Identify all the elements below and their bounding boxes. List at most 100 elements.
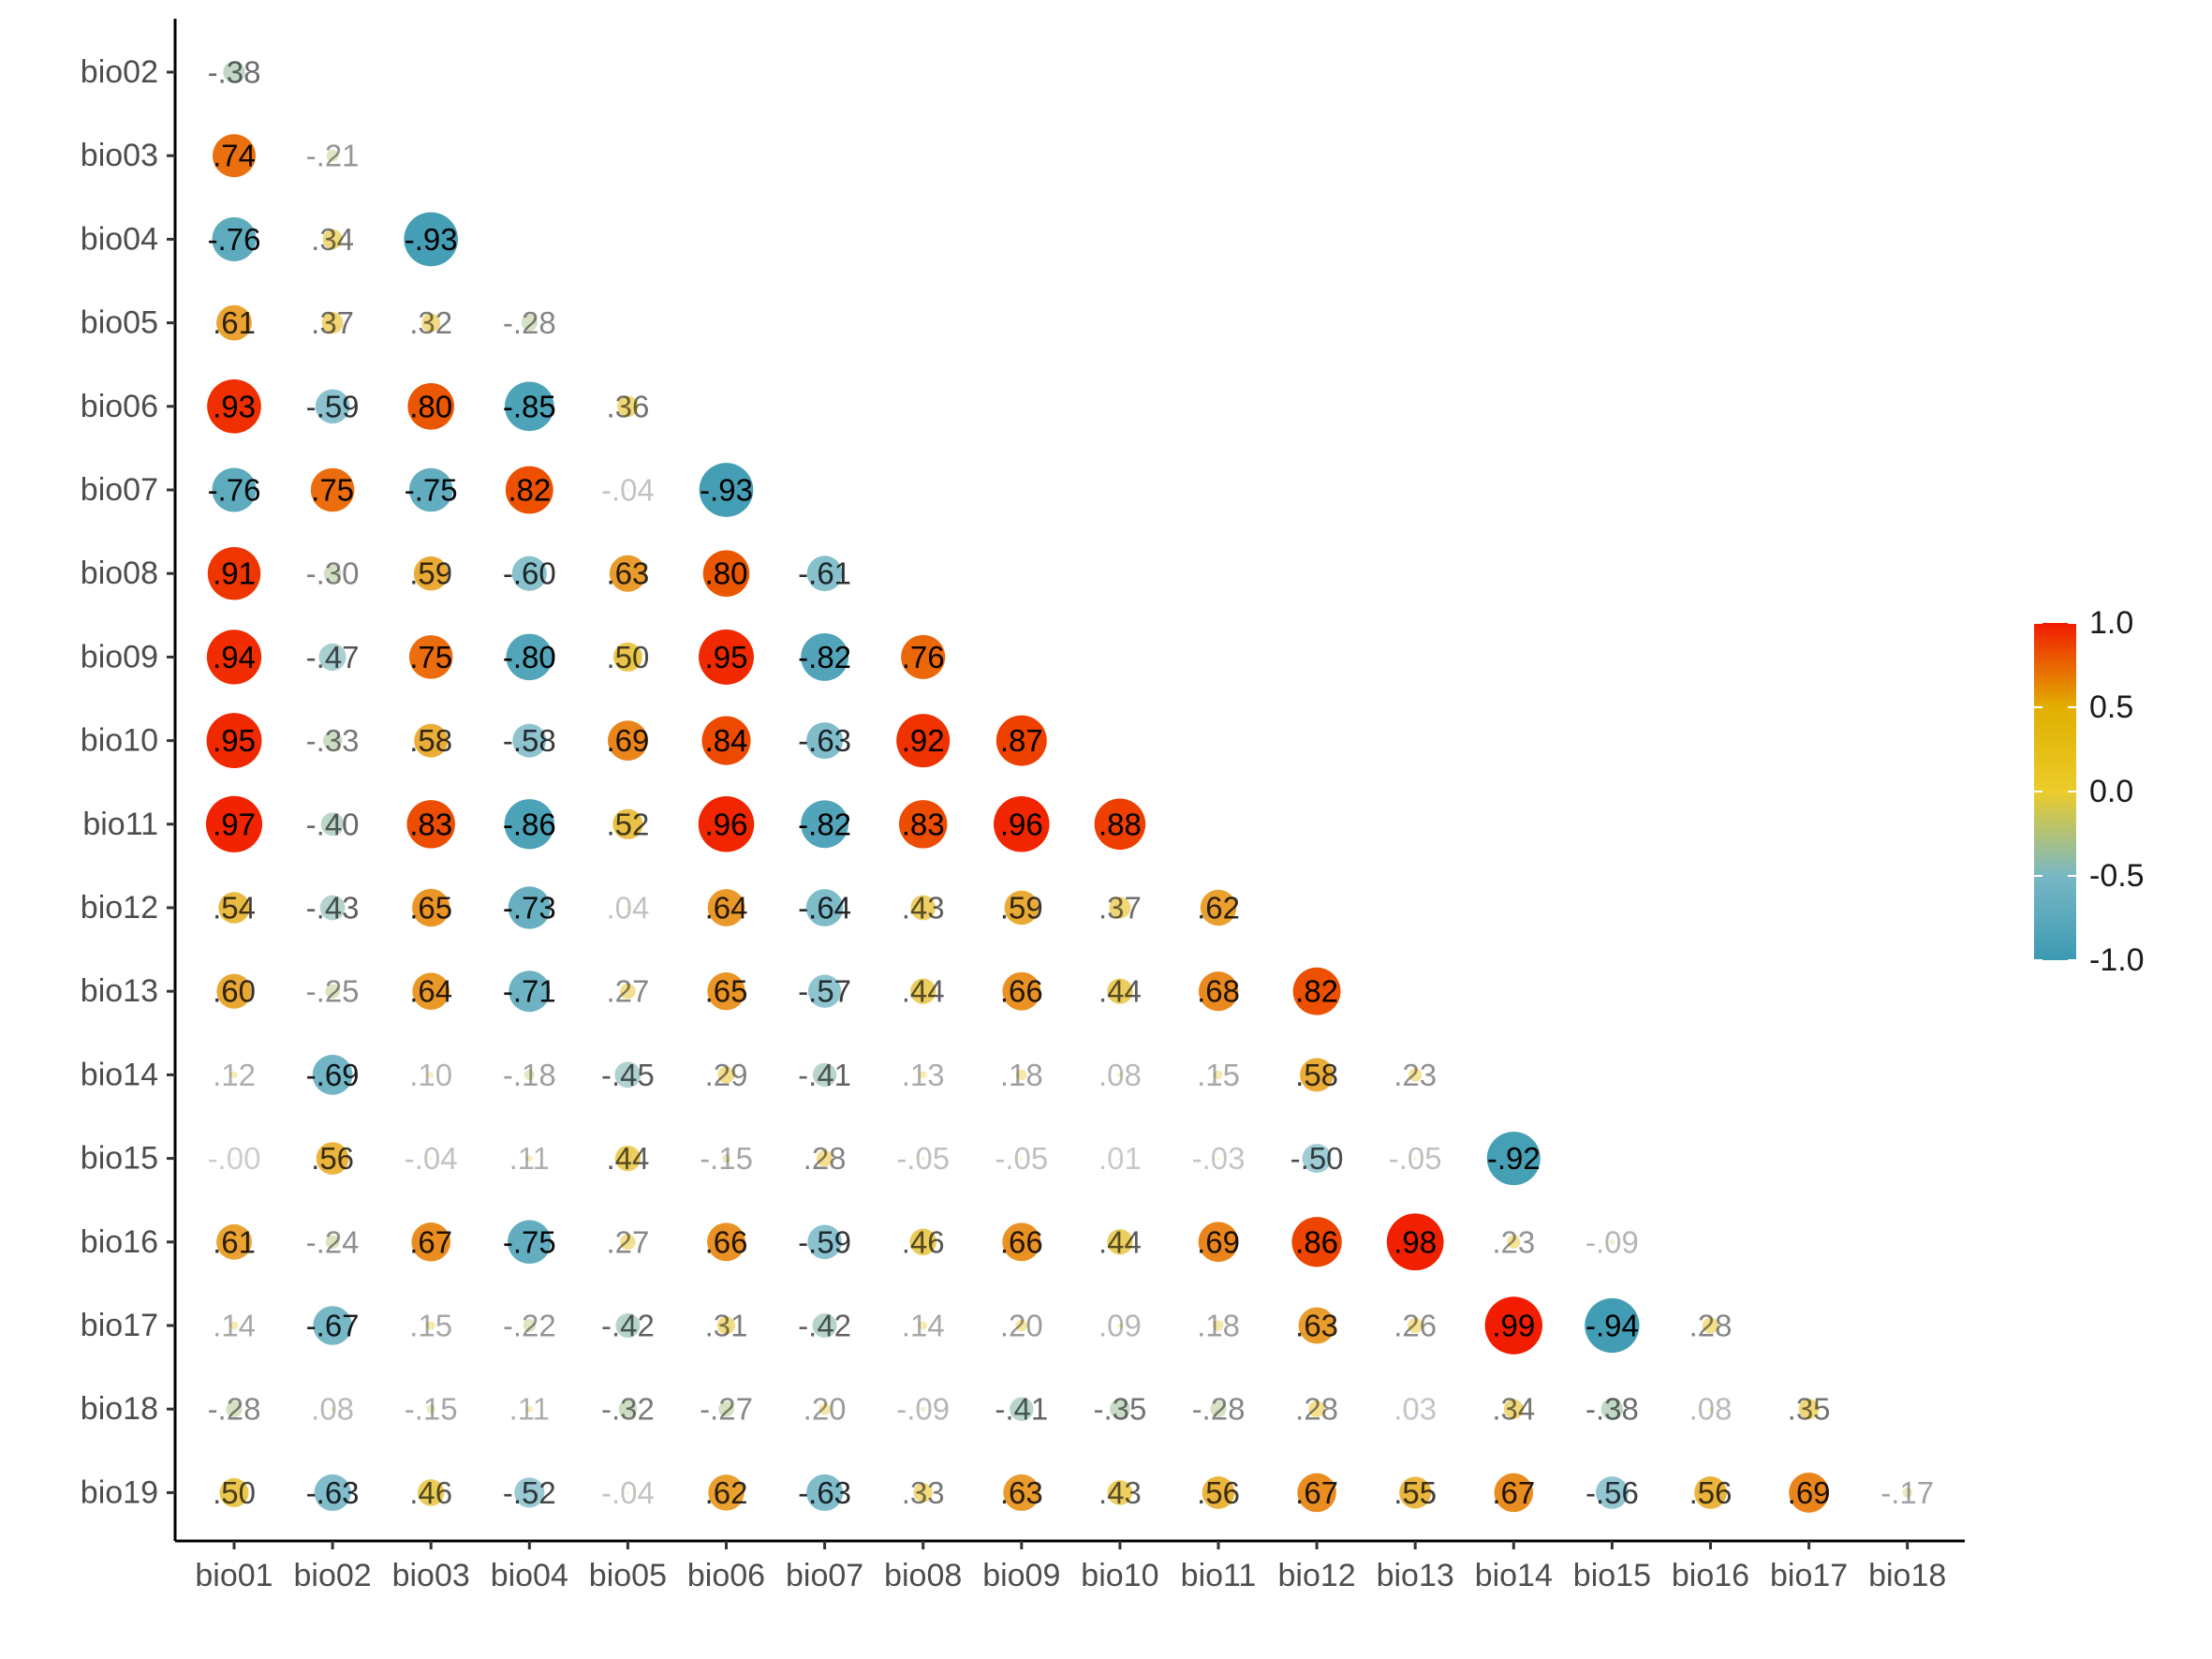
corr-circle-bio17-bio08 (919, 1321, 928, 1330)
corr-label-bio06-bio01: .93 (213, 389, 256, 423)
corr-circle-bio06-bio02 (315, 389, 350, 424)
corr-label-bio18-bio15: -.38 (1585, 1392, 1639, 1427)
corr-circle-bio13-bio11 (1198, 971, 1239, 1012)
corr-label-bio16-bio15: -.09 (1585, 1224, 1639, 1259)
corr-label-bio10-bio04: -.58 (503, 723, 556, 758)
corr-label-bio15-bio05: .44 (606, 1141, 649, 1176)
corr-label-bio05-bio04: -.28 (503, 305, 556, 340)
corr-label-bio12-bio10: .37 (1099, 891, 1142, 926)
corr-circle-bio15-bio04 (525, 1155, 533, 1163)
corr-circle-bio11-bio08 (898, 800, 948, 849)
corr-circle-bio15-bio08 (922, 1157, 925, 1161)
corr-circle-bio14-bio11 (1214, 1070, 1223, 1080)
corr-label-bio13-bio05: .27 (606, 974, 649, 1009)
corr-circle-bio17-bio16 (1702, 1317, 1719, 1334)
x-tick-label: bio18 (1868, 1558, 1946, 1593)
corr-circle-bio12-bio05 (626, 906, 629, 910)
corr-label-bio05-bio03: .32 (409, 305, 452, 340)
corr-circle-bio11-bio02 (320, 812, 345, 837)
corr-circle-bio15-bio10 (1118, 1157, 1122, 1161)
corr-circle-bio19-bio14 (1494, 1473, 1534, 1513)
corr-circle-bio15-bio05 (614, 1145, 641, 1172)
corr-label-bio06-bio05: .36 (606, 389, 649, 423)
y-tick-label: bio10 (81, 723, 158, 759)
corr-circle-bio10-bio05 (608, 720, 648, 761)
corr-circle-bio19-bio11 (1202, 1476, 1235, 1509)
corr-circle-bio06-bio03 (407, 383, 455, 430)
corr-label-bio18-bio02: .08 (311, 1392, 354, 1427)
corr-circle-bio04-bio02 (322, 229, 343, 249)
corr-circle-bio16-bio08 (909, 1228, 936, 1256)
corr-label-bio06-bio02: -.59 (306, 389, 360, 423)
corr-circle-bio15-bio06 (721, 1153, 731, 1163)
corr-circle-bio12-bio09 (1004, 890, 1040, 926)
corr-label-bio16-bio04: -.75 (503, 1224, 556, 1259)
corr-label-bio09-bio04: -.80 (503, 640, 556, 674)
corr-label-bio19-bio15: -.56 (1585, 1475, 1639, 1510)
corr-label-bio14-bio04: -.18 (503, 1058, 556, 1092)
x-tick-label: bio09 (982, 1558, 1060, 1593)
corr-label-bio11-bio05: .52 (606, 807, 649, 841)
corr-label-bio19-bio17: .69 (1788, 1475, 1831, 1510)
corr-circle-bio18-bio03 (426, 1404, 435, 1414)
corr-label-bio08-bio04: -.60 (503, 556, 556, 591)
corr-label-bio08-bio05: .63 (606, 556, 649, 591)
y-tick-label: bio15 (81, 1141, 158, 1177)
corr-label-bio10-bio06: .84 (705, 723, 748, 758)
corr-label-bio14-bio08: .13 (902, 1058, 945, 1092)
corr-circle-bio08-bio07 (806, 555, 843, 592)
corr-label-bio19-bio11: .56 (1197, 1475, 1240, 1510)
corr-circle-bio07-bio06 (699, 463, 754, 517)
corr-circle-bio14-bio01 (230, 1071, 238, 1079)
corr-circle-bio07-bio03 (408, 467, 453, 512)
corr-circle-bio07-bio01 (212, 467, 257, 512)
corr-label-bio11-bio07: -.82 (798, 807, 851, 841)
y-tick-label: bio04 (81, 221, 158, 257)
corr-label-bio13-bio12: .82 (1295, 974, 1338, 1009)
corr-circle-bio09-bio04 (506, 633, 553, 681)
corr-label-bio18-bio17: .35 (1788, 1392, 1831, 1427)
corr-circle-bio07-bio04 (505, 466, 553, 514)
y-tick-label: bio19 (81, 1474, 158, 1510)
corr-circle-bio07-bio02 (310, 467, 355, 512)
corr-label-bio11-bio10: .88 (1099, 807, 1142, 841)
y-tick-label: bio05 (81, 305, 158, 341)
corr-circle-bio19-bio05 (626, 1490, 629, 1494)
corr-label-bio12-bio08: .43 (902, 891, 945, 926)
color-legend: 1.0 0.5 0.0 -0.5 -1.0 (2034, 605, 2145, 978)
corr-circle-bio19-bio13 (1399, 1476, 1432, 1509)
corr-circle-bio16-bio03 (411, 1222, 450, 1262)
corr-circle-bio09-bio01 (206, 630, 262, 685)
corr-label-bio06-bio04: -.85 (503, 389, 556, 423)
corr-circle-bio14-bio05 (614, 1061, 641, 1089)
corr-label-bio13-bio01: .60 (213, 974, 256, 1009)
corr-circle-bio17-bio15 (1585, 1297, 1640, 1354)
corr-label-bio17-bio05: -.42 (601, 1309, 655, 1343)
y-tick-label: bio07 (81, 472, 158, 508)
corr-circle-bio10-bio02 (322, 731, 343, 750)
corr-circle-bio19-bio15 (1596, 1476, 1629, 1509)
corr-label-bio05-bio01: .61 (213, 305, 256, 340)
corr-circle-bio19-bio08 (913, 1483, 933, 1503)
corr-circle-bio18-bio10 (1110, 1399, 1130, 1420)
corr-label-bio18-bio09: -.41 (995, 1392, 1048, 1427)
corr-label-bio14-bio09: .18 (1000, 1058, 1043, 1092)
legend-tick-label: 0.5 (2089, 689, 2133, 725)
corr-circle-bio17-bio06 (716, 1316, 736, 1335)
corr-circle-bio18-bio09 (1010, 1397, 1034, 1421)
corr-label-bio19-bio07: -.63 (798, 1475, 851, 1510)
x-tick-label: bio06 (687, 1558, 765, 1593)
corr-circle-bio19-bio17 (1789, 1473, 1829, 1513)
corr-circle-bio18-bio06 (718, 1400, 734, 1417)
corr-label-bio19-bio04: -.52 (503, 1475, 556, 1510)
corr-label-bio18-bio16: .08 (1689, 1392, 1733, 1427)
corr-label-bio13-bio04: -.71 (503, 974, 556, 1009)
x-tick-label: bio16 (1672, 1558, 1749, 1593)
x-tick-label: bio05 (589, 1558, 667, 1593)
corr-circle-bio19-bio03 (417, 1479, 445, 1506)
corr-label-bio19-bio10: .43 (1099, 1475, 1142, 1510)
corr-circle-bio12-bio04 (508, 886, 551, 929)
x-tick-label: bio11 (1181, 1558, 1257, 1593)
corr-label-bio07-bio01: -.76 (208, 473, 261, 508)
corr-circle-bio13-bio10 (1107, 978, 1133, 1004)
